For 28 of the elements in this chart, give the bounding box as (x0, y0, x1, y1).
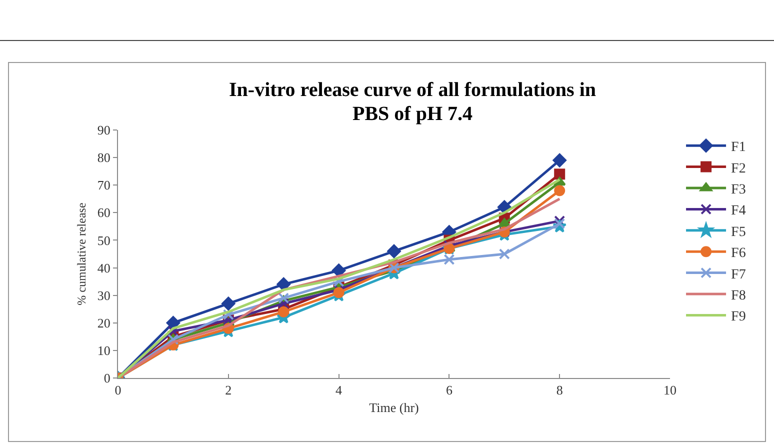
legend-label: F7 (731, 267, 746, 282)
legend-label: F8 (731, 288, 746, 304)
x-tick-label: 4 (336, 382, 343, 398)
x-tick-label: 2 (225, 382, 232, 398)
legend-label: F9 (731, 310, 746, 325)
x-tick-label: 10 (664, 382, 676, 398)
y-tick-label: 0 (104, 370, 110, 386)
legend-label: F5 (731, 224, 746, 240)
y-tick-label: 20 (97, 315, 110, 330)
y-tick-label: 70 (97, 178, 110, 193)
y-tick-label: 80 (97, 150, 110, 166)
y-tick-label: 30 (97, 288, 110, 303)
legend-label: F4 (731, 204, 746, 219)
x-tick-label: 8 (556, 382, 563, 398)
legend-label: F2 (731, 161, 746, 176)
legend-label: F3 (731, 182, 746, 198)
y-tick-label: 60 (97, 205, 110, 220)
x-tick-label: 6 (446, 382, 453, 398)
chart-title: In-vitro release curve of all formulations in PBS of pH 7.4 (228, 78, 597, 126)
y-tick-label: 40 (97, 260, 110, 276)
x-axis-title: Time (hr) (369, 400, 419, 416)
x-tick-label: 0 (114, 382, 122, 398)
y-tick-label: 90 (97, 122, 110, 138)
y-tick-label: 50 (97, 232, 110, 248)
y-axis-title: % cumulative release (74, 202, 89, 306)
legend-label: F1 (731, 140, 746, 156)
y-tick-label: 10 (97, 342, 110, 358)
legend-label: F6 (731, 246, 746, 262)
